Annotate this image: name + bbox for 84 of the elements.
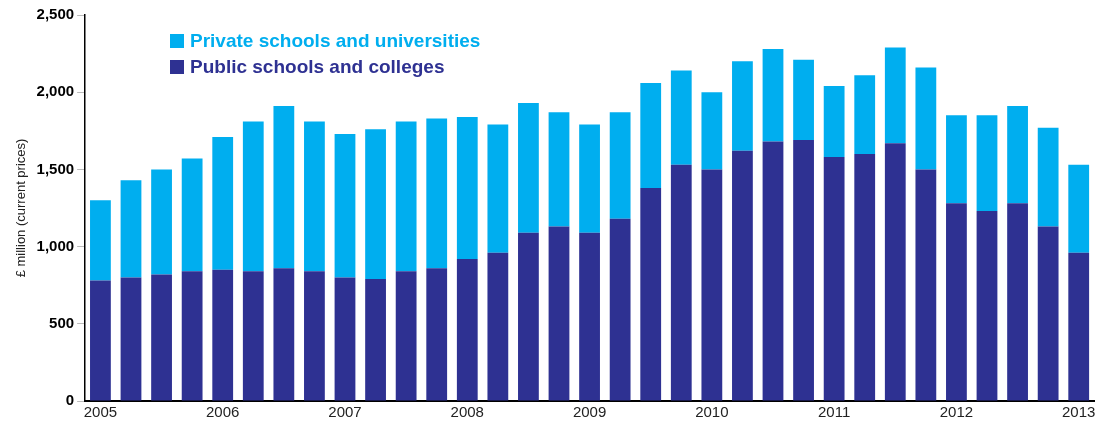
- bar: [273, 106, 295, 269]
- bar: [181, 271, 203, 401]
- bar: [212, 269, 234, 401]
- bar: [242, 121, 264, 272]
- bar: [884, 47, 906, 144]
- bar: [670, 70, 692, 165]
- bar: [670, 164, 692, 401]
- bar: [304, 271, 325, 401]
- bar: [976, 211, 998, 401]
- bar: [120, 180, 142, 278]
- bar: [579, 232, 600, 401]
- bar: [426, 268, 448, 401]
- x-tick-label: 2013: [1062, 403, 1096, 421]
- bar: [915, 169, 937, 401]
- bar: [395, 271, 417, 401]
- bar: [242, 271, 264, 401]
- bar: [90, 280, 111, 401]
- bar: [151, 169, 172, 275]
- bar: [1068, 252, 1090, 401]
- legend-label: Private schools and universities: [190, 30, 481, 52]
- bar: [976, 115, 998, 212]
- bar: [548, 112, 570, 227]
- bar: [732, 150, 753, 401]
- bar: [487, 252, 509, 401]
- bar: [640, 82, 662, 188]
- bar: [701, 92, 723, 170]
- bar: [334, 277, 356, 401]
- bar: [762, 141, 784, 401]
- x-tick-label: 2011: [818, 403, 851, 421]
- bar: [1068, 164, 1090, 253]
- y-tick-label: 2,000: [36, 82, 75, 100]
- bar: [823, 86, 845, 158]
- bar: [762, 48, 784, 142]
- bar: [854, 153, 876, 401]
- y-axis-title: £ million (current prices): [13, 138, 29, 278]
- bar: [946, 203, 967, 401]
- x-tick-label: 2009: [572, 403, 607, 421]
- bar: [548, 226, 570, 401]
- x-tick-label: 2010: [695, 403, 729, 421]
- bar: [579, 124, 600, 233]
- bar: [1037, 127, 1059, 227]
- bar: [823, 157, 845, 401]
- legend-label: Public schools and colleges: [190, 56, 445, 78]
- bar: [609, 112, 631, 219]
- x-tick-label: 2006: [206, 403, 240, 421]
- x-tick-label: 2007: [328, 403, 362, 421]
- bar: [395, 121, 417, 272]
- bar: [1007, 106, 1028, 204]
- bar: [334, 133, 356, 278]
- bar: [120, 277, 142, 401]
- bar: [212, 136, 234, 270]
- bar: [90, 200, 111, 281]
- y-tick-label: 500: [49, 313, 75, 331]
- bar: [1007, 203, 1028, 401]
- bar: [181, 158, 203, 272]
- bar: [151, 274, 172, 401]
- x-tick-label: 2005: [83, 403, 118, 421]
- bar: [915, 67, 937, 170]
- bar: [946, 115, 967, 204]
- y-tick-label: 2,500: [36, 5, 75, 23]
- bar: [609, 218, 631, 401]
- bar: [273, 268, 295, 401]
- bar: [701, 169, 723, 401]
- bar: [884, 143, 906, 401]
- bar: [793, 140, 814, 401]
- x-tick-label: 2008: [450, 403, 484, 421]
- bar: [640, 187, 662, 401]
- bar: [518, 103, 539, 233]
- bar: [365, 279, 386, 401]
- bar: [426, 118, 448, 269]
- bar: [365, 129, 386, 280]
- bar: [732, 61, 753, 151]
- y-tick-label: 0: [65, 391, 75, 409]
- bar: [793, 59, 814, 141]
- bar: [854, 75, 876, 154]
- bar: [518, 232, 539, 401]
- bar: [304, 121, 325, 272]
- y-tick-label: 1,500: [36, 159, 75, 177]
- x-tick-label: 2012: [939, 403, 974, 421]
- bar: [1037, 226, 1059, 401]
- bar: [456, 116, 478, 259]
- y-tick-label: 1,000: [36, 236, 75, 254]
- bar: [456, 258, 478, 401]
- bar: [487, 124, 509, 253]
